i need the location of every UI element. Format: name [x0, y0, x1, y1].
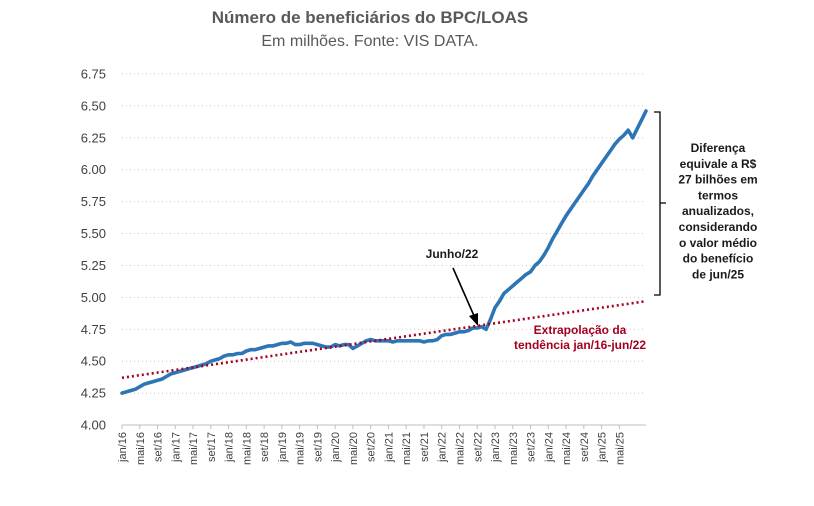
x-tick-label: jan/23	[490, 432, 502, 463]
x-tick-label: set/22	[472, 432, 484, 462]
annotation-trend-line2: tendência jan/16-jun/22	[514, 338, 646, 352]
y-tick-label: 6.00	[81, 162, 106, 177]
x-tick-label: set/23	[526, 432, 538, 462]
x-tick-label: jan/25	[597, 432, 609, 463]
x-tick-label: mai/19	[295, 432, 307, 465]
annotation-difference-line: o valor médio	[679, 236, 757, 250]
x-tick-label: set/24	[579, 432, 591, 462]
annotation-trend-line1: Extrapolação da	[534, 323, 627, 337]
annotations: Junho/22 Extrapolação da tendência jan/1…	[426, 111, 758, 352]
x-tick-label: mai/21	[401, 432, 413, 465]
x-tick-label: jan/21	[383, 432, 395, 463]
annotation-june22: Junho/22	[426, 247, 479, 261]
x-axis-ticks: jan/16 mai/16 set/16 jan/17 mai/17 set/17 jan/…	[117, 425, 626, 465]
difference-bracket	[654, 111, 666, 296]
annotation-difference-line: do benefício	[683, 252, 754, 266]
x-tick-label: set/19	[312, 432, 324, 462]
y-tick-label: 6.75	[81, 67, 106, 82]
annotation-difference-line: considerando	[679, 220, 758, 234]
x-tick-label: mai/23	[508, 432, 520, 465]
series-beneficiaries-line	[120, 109, 648, 395]
annotation-difference-line: de jun/25	[692, 267, 744, 281]
x-tick-label: jan/19	[277, 432, 289, 463]
x-tick-label: jan/24	[543, 432, 555, 463]
y-tick-label: 5.75	[81, 194, 106, 209]
x-tick-label: jan/18	[224, 432, 236, 463]
x-tick-label: set/21	[419, 432, 431, 462]
annotation-difference: Diferença equivale a R$ 27 bilhões emtermo…	[678, 141, 757, 281]
x-tick-label: set/16	[153, 432, 165, 462]
y-tick-label: 4.00	[81, 418, 106, 433]
x-tick-label: jan/16	[117, 432, 129, 463]
x-tick-label: mai/22	[454, 432, 466, 465]
x-tick-label: mai/17	[188, 432, 200, 465]
grid-lines	[122, 73, 646, 394]
y-tick-label: 5.25	[81, 258, 106, 273]
y-tick-label: 4.50	[81, 354, 106, 369]
annotation-difference-line: anualizados,	[682, 204, 754, 218]
y-axis-ticks: 4.00 4.25 4.50 4.75 5.00 5.25 5.50 5.75 6.00 6.25…	[81, 67, 106, 433]
x-tick-label: set/18	[259, 432, 271, 462]
annotation-difference-line: equivale a R$	[680, 157, 757, 171]
y-tick-label: 5.00	[81, 290, 106, 305]
series-trend-line	[121, 299, 647, 380]
chart-subtitle: Em milhões. Fonte: VIS DATA.	[261, 33, 478, 50]
y-tick-label: 5.50	[81, 226, 106, 241]
x-tick-label: mai/18	[241, 432, 253, 465]
x-tick-label: jan/20	[330, 432, 342, 463]
y-tick-label: 6.50	[81, 98, 106, 113]
series-layer	[120, 109, 648, 395]
y-tick-label: 4.75	[81, 322, 106, 337]
x-tick-label: mai/16	[135, 432, 147, 465]
annotation-difference-line: Diferença	[691, 141, 746, 155]
y-tick-label: 6.25	[81, 130, 106, 145]
y-tick-label: 4.25	[81, 386, 106, 401]
annotation-difference-line: 27 bilhões em	[678, 173, 757, 187]
annotation-arrow-head	[469, 313, 478, 326]
x-tick-label: jan/17	[170, 432, 182, 463]
chart-title: Número de beneficiários do BPC/LOAS	[212, 8, 528, 27]
x-tick-label: mai/25	[614, 432, 626, 465]
x-tick-label: mai/20	[348, 432, 360, 465]
x-tick-label: mai/24	[561, 432, 573, 465]
x-tick-label: set/17	[206, 432, 218, 462]
x-tick-label: set/20	[366, 432, 378, 462]
annotation-difference-line: termos	[698, 188, 738, 202]
annotation-arrow-line	[452, 267, 476, 319]
x-tick-label: jan/22	[437, 432, 449, 463]
